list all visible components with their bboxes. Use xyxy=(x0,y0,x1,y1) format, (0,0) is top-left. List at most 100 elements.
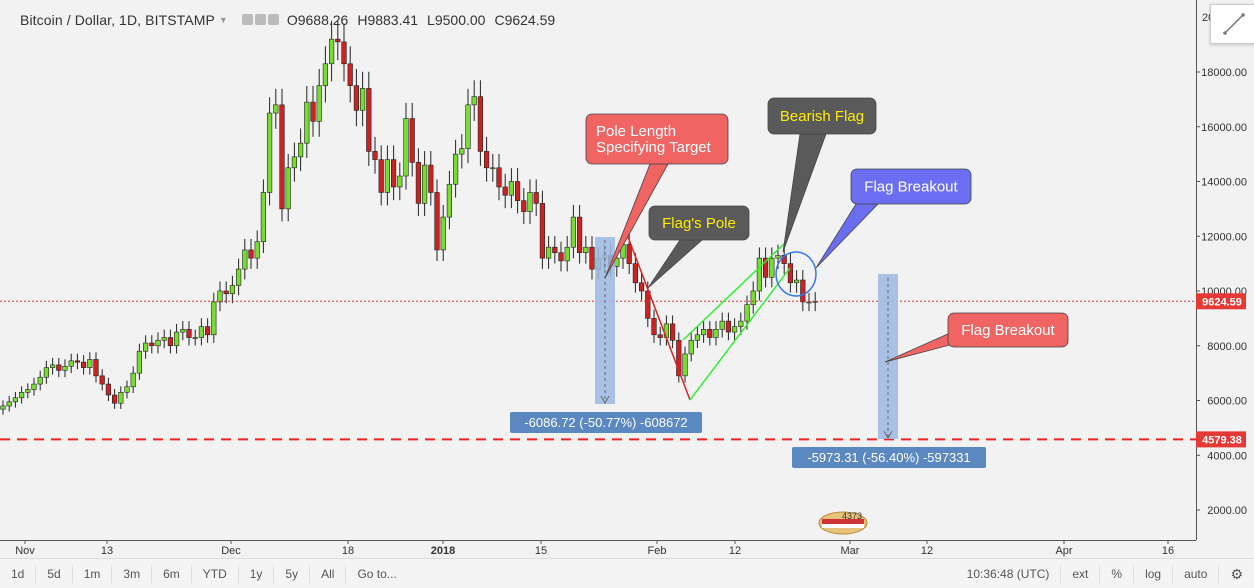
candle xyxy=(514,168,521,214)
range-ytd[interactable]: YTD xyxy=(202,566,227,581)
gear-icon[interactable]: ⚙ xyxy=(1230,565,1243,582)
price-tick-label: 4000.00 xyxy=(1207,450,1247,462)
candle-body xyxy=(291,156,298,169)
percent-toggle[interactable]: % xyxy=(1111,566,1123,581)
range-3m[interactable]: 3m xyxy=(123,566,141,581)
candle-body xyxy=(688,339,694,355)
candle xyxy=(483,136,490,182)
candle xyxy=(180,321,186,341)
time-tick-label: 13 xyxy=(101,545,113,557)
price-tick-label: 8000.00 xyxy=(1207,341,1247,353)
range-6m[interactable]: 6m xyxy=(163,566,180,581)
flag-pole-line xyxy=(627,236,691,401)
current-price-tag xyxy=(1196,293,1246,310)
candle xyxy=(421,151,428,217)
ext-toggle[interactable]: ext xyxy=(1072,566,1089,581)
candle-body xyxy=(211,301,217,336)
candle xyxy=(74,353,80,370)
candle-body xyxy=(31,383,37,390)
candle xyxy=(297,128,304,172)
candle-body xyxy=(521,200,527,212)
candle-body xyxy=(384,159,391,193)
candle xyxy=(130,366,136,394)
candle xyxy=(403,102,409,190)
range-5d[interactable]: 5d xyxy=(47,566,61,581)
settings-icons[interactable] xyxy=(241,12,281,28)
candle-body xyxy=(446,183,453,218)
candle xyxy=(217,281,223,312)
candle xyxy=(756,247,762,301)
candle xyxy=(372,136,378,174)
candle-body xyxy=(285,167,291,210)
range-5y[interactable]: 5y xyxy=(285,566,299,581)
candle-body xyxy=(787,263,793,284)
chevron-down-icon[interactable]: ▼ xyxy=(218,15,228,25)
candle-body xyxy=(750,290,756,305)
eye-icon[interactable] xyxy=(241,14,253,25)
price-tick-label: 2000.00 xyxy=(1207,505,1247,517)
candle-body xyxy=(477,96,484,152)
candle-body xyxy=(508,181,515,196)
pole-length-callout-text: Specifying Target xyxy=(596,139,712,156)
candle xyxy=(291,142,298,182)
candle-body xyxy=(167,337,174,347)
ohlc-values: O9688.26 H9883.41 L9500.00 C9624.59 xyxy=(287,12,564,28)
candle-body xyxy=(434,192,440,251)
candle xyxy=(25,383,31,399)
range-1y[interactable]: 1y xyxy=(249,566,263,581)
candle xyxy=(738,312,744,335)
gear-icon[interactable] xyxy=(254,14,266,25)
time-tick-label: 18 xyxy=(342,545,354,557)
time-tick-label: Mar xyxy=(841,545,860,557)
candle-body xyxy=(583,246,589,253)
candle-body xyxy=(390,159,397,188)
candle xyxy=(508,168,515,209)
measure-arrowhead-2 xyxy=(883,430,893,440)
candle-body xyxy=(174,331,180,347)
candle xyxy=(118,386,124,409)
candle-body xyxy=(43,367,49,378)
candle-body xyxy=(304,101,310,144)
candle-body xyxy=(372,151,378,160)
candle xyxy=(793,270,800,293)
bearish-flag-callout: Bearish Flag xyxy=(767,97,877,253)
candle xyxy=(769,247,775,288)
candle xyxy=(56,357,62,378)
candle-body xyxy=(297,142,304,158)
candle-body xyxy=(694,334,700,341)
candle xyxy=(124,380,130,399)
range-all[interactable]: All xyxy=(321,566,335,581)
candle-body xyxy=(452,153,459,185)
candle xyxy=(390,145,397,201)
price-tick-label: 6000.00 xyxy=(1207,396,1247,408)
close-icon[interactable] xyxy=(267,14,279,25)
range-1m[interactable]: 1m xyxy=(83,566,101,581)
candle xyxy=(6,396,12,412)
candle-body xyxy=(56,364,62,371)
candle-body xyxy=(353,85,360,111)
drawing-widget[interactable] xyxy=(1210,4,1254,44)
goto-button[interactable]: Go to... xyxy=(357,566,397,581)
trendline-icon[interactable] xyxy=(1211,5,1254,43)
candle-body xyxy=(812,300,818,303)
candle-body xyxy=(217,290,223,303)
candle-body xyxy=(514,181,521,201)
symbol-title[interactable]: Bitcoin / Dollar, 1D, BITSTAMP xyxy=(20,12,215,28)
candle-body xyxy=(570,216,576,248)
candle-body xyxy=(93,359,99,377)
price-tick-label: 16000.00 xyxy=(1201,122,1247,134)
candle xyxy=(223,281,229,304)
candle xyxy=(570,204,576,259)
candle xyxy=(143,335,149,359)
bearish-flag-callout-text: Bearish Flag xyxy=(780,108,864,125)
support-price-tag xyxy=(1196,431,1246,448)
auto-toggle[interactable]: auto xyxy=(1184,566,1208,581)
candle xyxy=(266,97,273,206)
log-toggle[interactable]: log xyxy=(1145,566,1162,581)
candle-body xyxy=(731,326,738,333)
candle xyxy=(638,272,645,301)
range-1d[interactable]: 1d xyxy=(11,566,25,581)
pole-length-callout-text: Pole Length xyxy=(596,123,676,140)
